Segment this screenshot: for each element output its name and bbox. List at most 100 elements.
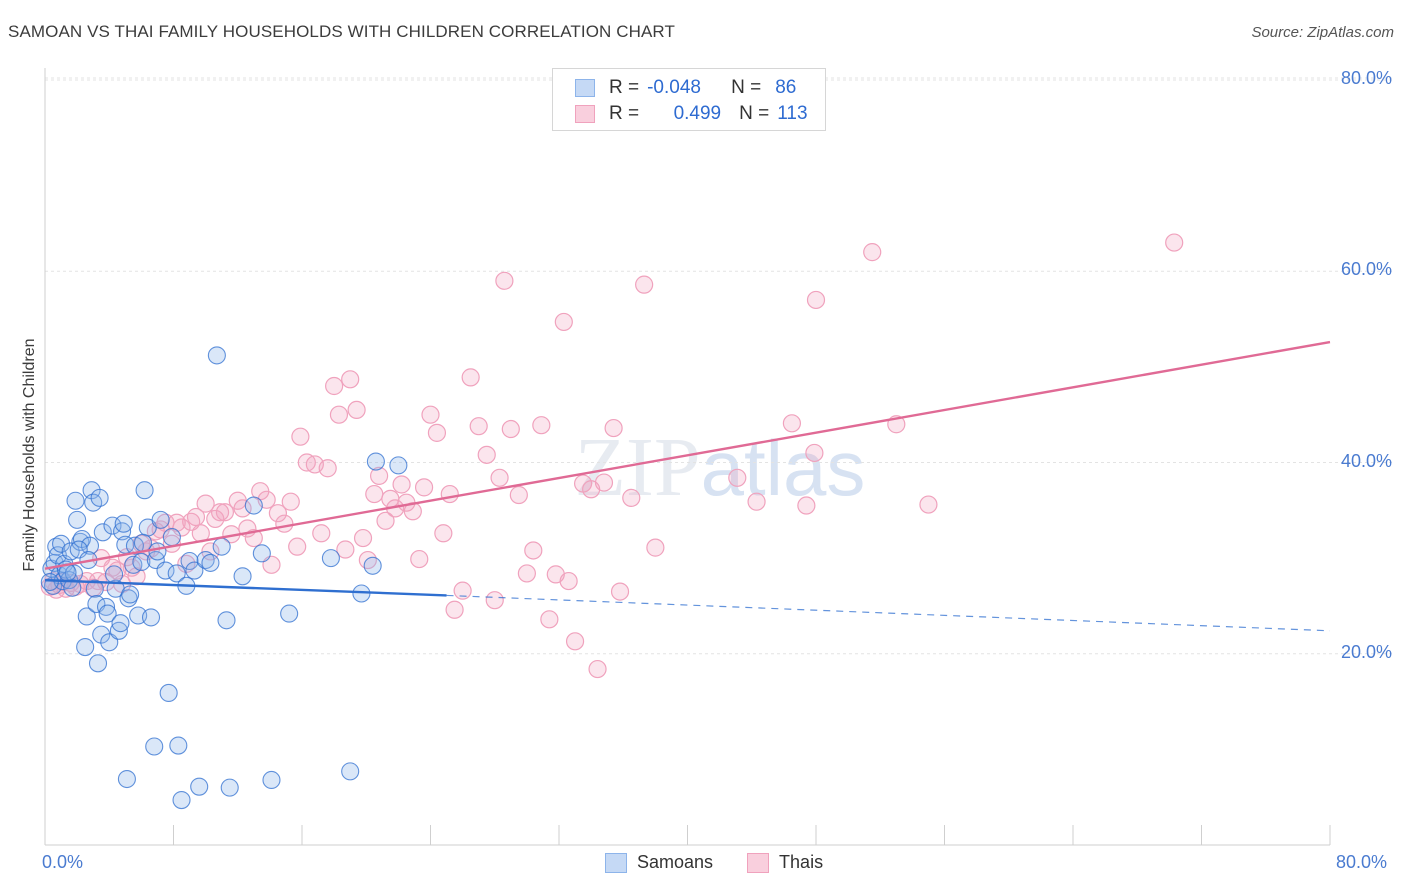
samoan-point — [363, 556, 382, 575]
samoan-point — [389, 456, 408, 475]
samoan-point — [132, 552, 151, 572]
thai-point — [477, 445, 496, 464]
thai-point — [490, 468, 509, 487]
trend-lines — [44, 340, 1331, 632]
samoan-point — [93, 523, 112, 542]
thai-point — [312, 524, 331, 543]
axes — [44, 68, 1331, 846]
thai-point — [540, 610, 559, 629]
samoans-trend-line-extension — [446, 594, 1331, 632]
thai-point — [196, 494, 215, 513]
samoan-point — [366, 452, 385, 471]
samoan-point — [117, 769, 136, 789]
thai-point — [233, 499, 252, 518]
thai-point — [427, 423, 447, 442]
thai-point — [919, 495, 938, 514]
legend-swatch-thais — [575, 105, 595, 123]
samoan-point — [109, 621, 128, 640]
samoan-point — [96, 597, 116, 616]
thai-point — [805, 443, 824, 463]
thai-point — [565, 632, 585, 651]
thai-point — [594, 473, 614, 492]
samoan-point — [180, 551, 199, 571]
samoan-point — [116, 535, 135, 554]
thai-point — [421, 405, 440, 424]
thai-point — [559, 571, 578, 591]
thai-point — [215, 503, 234, 522]
thai-point — [358, 550, 377, 570]
thai-point — [288, 537, 307, 556]
bottom-legend-samoans: Samoans — [637, 852, 714, 872]
thai-point — [275, 514, 294, 533]
samoan-point — [280, 604, 299, 623]
samoan-point — [156, 561, 175, 580]
samoan-point — [121, 585, 140, 604]
samoan-point — [105, 565, 124, 584]
samoan-point — [341, 762, 360, 781]
y-tick-label: 80.0% — [1340, 68, 1392, 88]
samoan-point — [185, 561, 204, 580]
thai-point — [1165, 233, 1184, 252]
thai-point — [341, 370, 360, 389]
thais-points — [40, 233, 1184, 679]
thai-point — [524, 541, 543, 560]
samoan-point — [151, 510, 170, 529]
samoan-point — [262, 770, 281, 790]
thai-point — [635, 275, 654, 294]
thai-point — [532, 416, 551, 435]
thai-point — [318, 459, 337, 478]
x-tick-label-max: 80.0% — [1336, 852, 1388, 872]
samoans-points — [40, 346, 408, 810]
legend-r-value: 0.499 — [673, 103, 722, 124]
samoan-point — [244, 496, 263, 515]
samoan-point — [190, 777, 209, 796]
samoan-point — [103, 516, 122, 535]
thai-point — [728, 468, 747, 487]
y-tick-label: 20.0% — [1340, 641, 1392, 662]
samoan-point — [133, 533, 153, 552]
samoan-point — [141, 608, 161, 627]
thai-point — [782, 414, 802, 433]
thai-point — [392, 475, 411, 494]
thai-point — [646, 538, 665, 557]
thai-point — [103, 558, 122, 577]
thai-point — [186, 507, 206, 527]
samoan-point — [162, 528, 181, 547]
samoan-point — [207, 346, 226, 365]
thai-point — [410, 549, 429, 569]
chart-source: Source: ZipAtlas.com — [1251, 24, 1394, 41]
thai-point — [434, 524, 453, 543]
legend-n-value: 86 — [775, 77, 797, 98]
thai-point — [122, 558, 141, 577]
bottom-legend-thais: Thais — [779, 852, 824, 872]
samoan-point — [169, 736, 188, 755]
thai-point — [501, 419, 520, 439]
bottom-legend: Samoans Thais — [605, 852, 823, 873]
thai-point — [554, 312, 573, 332]
thai-point — [329, 405, 349, 424]
thai-point — [445, 600, 464, 619]
thai-point — [806, 290, 826, 310]
thai-point — [376, 511, 395, 530]
legend-r-value: -0.048 — [647, 77, 701, 98]
thai-point — [347, 400, 366, 420]
thai-point — [797, 496, 816, 515]
thai-point — [244, 528, 263, 548]
samoan-point — [217, 611, 236, 630]
thai-point — [370, 466, 389, 485]
legend-row-samoans: R = -0.048 N = 86 — [575, 76, 796, 100]
thai-point — [485, 591, 504, 610]
thai-point — [747, 492, 766, 511]
thai-point — [610, 582, 630, 601]
thai-point — [469, 417, 488, 436]
thai-point — [281, 492, 300, 511]
thai-point — [210, 503, 230, 522]
samoan-point — [40, 572, 59, 592]
thai-point — [353, 528, 373, 548]
samoan-point — [66, 491, 85, 510]
legend-swatch-samoans — [575, 79, 595, 97]
thai-point — [517, 564, 536, 583]
samoan-point — [85, 579, 104, 598]
thai-point — [453, 581, 472, 600]
samoan-point — [145, 737, 164, 756]
